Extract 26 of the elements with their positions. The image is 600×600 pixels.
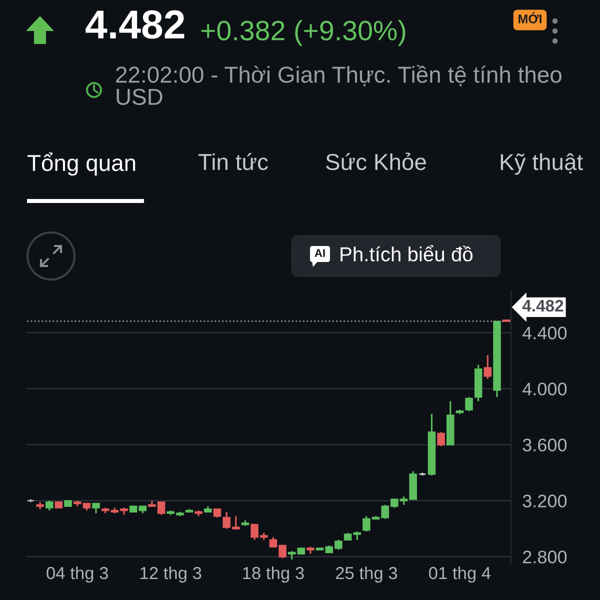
text: Tổng quan (28, 152, 136, 176)
x-tick-label: 12 thg 3 (140, 566, 202, 583)
y-tick-label: 3.600 (522, 438, 567, 452)
candlestick (437, 431, 445, 447)
candlestick (45, 500, 54, 512)
text: Ph.tích biểu đồ (340, 244, 473, 262)
y-tick-label: 4.400 (522, 326, 567, 340)
y-tick-label: 2.800 (523, 550, 567, 564)
chart-subtitle: +0.382 (+9.30%) (201, 20, 406, 46)
x-tick-label: 25 thg 3 (336, 566, 398, 583)
chart-title: 4.482 (86, 10, 184, 39)
text: Sức Khỏe (326, 152, 426, 170)
candlestick (465, 396, 473, 412)
y-tick-label: 3.200 (522, 494, 567, 508)
x-tick-label: 01 thg 4 (429, 566, 491, 583)
x-tick-label: 18 thg 3 (243, 566, 304, 583)
text: 22:02:00 - Thời Gian Thực. Tiền tệ tính theo USD (116, 64, 562, 106)
text: Tin tức (198, 153, 268, 170)
x-tick-label: 04 thg 3 (46, 566, 108, 583)
candlestick (484, 354, 492, 380)
candlestick (92, 502, 100, 514)
text: Kỹ thuật (500, 153, 583, 175)
text: AI (314, 249, 325, 257)
y-tick-label: 4.000 (522, 382, 567, 396)
ref-line-label: 4.482 (522, 300, 564, 312)
text: MỚI (518, 12, 542, 24)
